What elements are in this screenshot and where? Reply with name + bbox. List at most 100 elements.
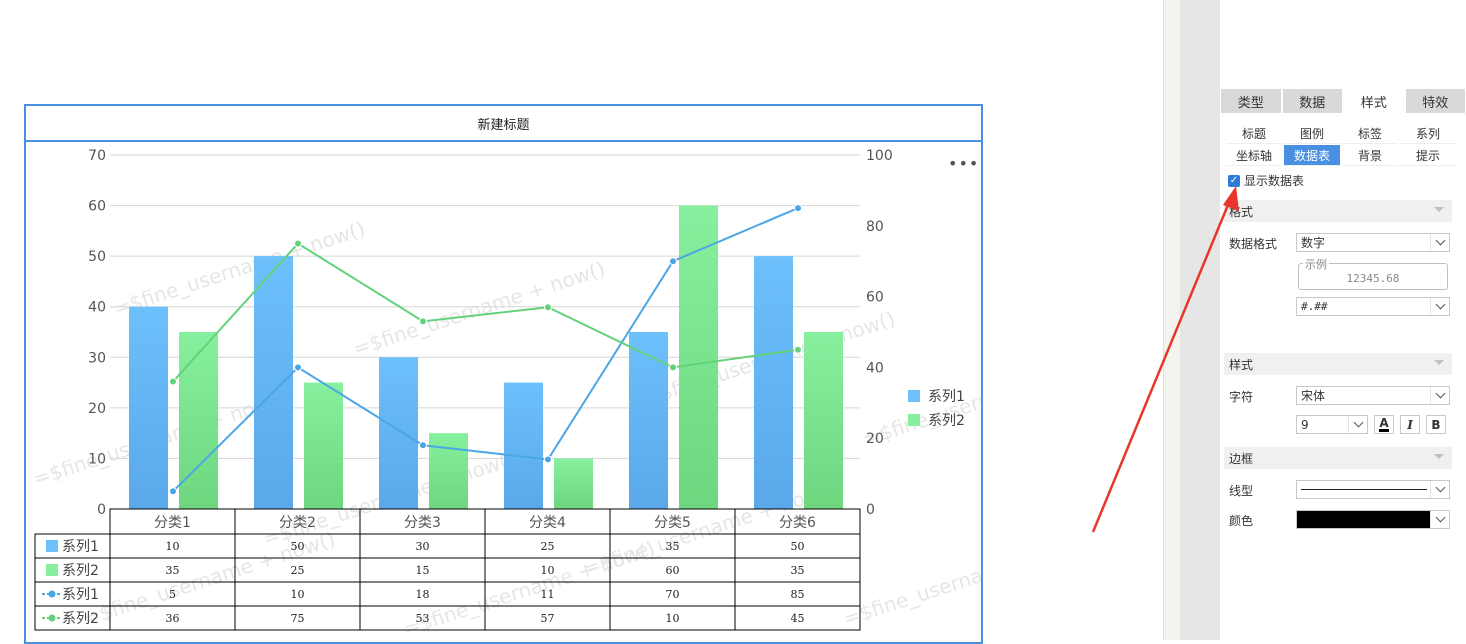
subtab-tooltip[interactable]: 提示 — [1400, 145, 1456, 166]
table-legend-swatch — [46, 540, 58, 552]
collapse-caret-icon[interactable] — [1434, 207, 1444, 212]
subtab-title[interactable]: 标题 — [1226, 123, 1282, 144]
table-series-name: 系列1 — [62, 539, 99, 555]
table-legend-dot — [48, 614, 56, 622]
table-cell-value: 10 — [166, 540, 180, 553]
y-left-tick-label: 50 — [88, 249, 106, 265]
section-format-label: 格式 — [1229, 204, 1254, 219]
chevron-down-icon[interactable] — [1430, 481, 1449, 498]
table-cell-value: 45 — [791, 612, 805, 625]
show-datatable-option[interactable]: ✓ 显示数据表 — [1228, 172, 1304, 189]
italic-button[interactable]: I — [1400, 415, 1420, 434]
section-style[interactable]: 样式 — [1224, 353, 1452, 375]
tab-type[interactable]: 类型 — [1221, 89, 1281, 113]
color-label: 颜色 — [1229, 514, 1254, 528]
chevron-down-icon[interactable] — [1348, 416, 1367, 433]
y-right-tick-label: 0 — [866, 502, 875, 518]
subtab-labels[interactable]: 标签 — [1342, 123, 1398, 144]
show-datatable-checkbox[interactable]: ✓ — [1228, 174, 1240, 187]
subtab-datatable[interactable]: 数据表 — [1284, 145, 1340, 166]
data-format-select[interactable]: 数字 — [1296, 233, 1450, 252]
category-label: 分类4 — [529, 515, 566, 531]
bar-1 — [754, 256, 793, 509]
tab-data[interactable]: 数据 — [1282, 89, 1342, 113]
line-point-2 — [669, 363, 677, 372]
y-left-tick-label: 40 — [88, 300, 106, 316]
table-cell-value: 5 — [169, 588, 176, 601]
legend-label-2: 系列2 — [928, 413, 965, 429]
subtab-background[interactable]: 背景 — [1342, 145, 1398, 166]
watermark-text: =$fine_username + now() — [840, 527, 981, 631]
table-cell-value: 10 — [541, 564, 555, 577]
show-datatable-label: 显示数据表 — [1244, 174, 1305, 188]
subtab-legend[interactable]: 图例 — [1284, 123, 1340, 144]
table-cell-value: 36 — [166, 612, 180, 625]
y-right-tick-label: 60 — [866, 290, 884, 306]
data-format-value: 数字 — [1301, 236, 1326, 250]
table-cell-value: 10 — [291, 588, 305, 601]
font-label: 字符 — [1229, 390, 1254, 404]
bar-2 — [304, 382, 343, 509]
table-cell-value: 18 — [416, 588, 430, 601]
subtab-axis[interactable]: 坐标轴 — [1226, 145, 1282, 166]
font-family-select[interactable]: 宋体 — [1296, 386, 1450, 405]
font-size-value: 9 — [1301, 417, 1309, 432]
table-cell-value: 10 — [666, 612, 680, 625]
font-color-button[interactable]: A — [1374, 415, 1394, 434]
chevron-down-icon[interactable] — [1430, 298, 1449, 315]
watermark-text: =$fine_username + now() — [350, 257, 608, 361]
watermark-text: =$fine_username + now() — [400, 537, 658, 641]
y-right-tick-label: 40 — [866, 360, 884, 376]
format-pattern-select[interactable]: #.## — [1296, 297, 1450, 316]
property-panel: 类型 数据 样式 特效 标题 图例 标签 系列 坐标轴 数据表 背景 提示 ✓ … — [1220, 0, 1466, 640]
section-border[interactable]: 边框 — [1224, 447, 1452, 469]
font-size-select[interactable]: 9 — [1296, 415, 1368, 434]
style-subtabs: 标题 图例 标签 系列 坐标轴 数据表 背景 提示 — [1226, 123, 1458, 166]
section-style-label: 样式 — [1229, 357, 1254, 372]
bar-1 — [629, 332, 668, 509]
y-left-tick-label: 70 — [88, 148, 106, 164]
section-border-label: 边框 — [1229, 451, 1254, 466]
y-left-tick-label: 20 — [88, 401, 106, 417]
chevron-down-icon[interactable] — [1430, 511, 1449, 528]
chart-title[interactable]: 新建标题 — [26, 106, 981, 142]
bar-2 — [429, 433, 468, 509]
table-cell-value: 35 — [666, 540, 680, 553]
table-cell-value: 70 — [666, 588, 680, 601]
collapse-caret-icon[interactable] — [1434, 360, 1444, 365]
watermark-text: =$fine_username + now() — [110, 217, 368, 321]
chart-frame[interactable]: 新建标题 =$fine_username + now() =$fine_usern… — [24, 104, 983, 644]
chart-plot: =$fine_username + now()=$fine_username +… — [30, 148, 981, 641]
subtab-series[interactable]: 系列 — [1400, 123, 1456, 144]
bar-1 — [129, 306, 168, 509]
tab-effects[interactable]: 特效 — [1405, 89, 1465, 113]
table-cell-value: 50 — [791, 540, 805, 553]
table-cell-value: 30 — [416, 540, 430, 553]
table-legend-dot — [48, 590, 56, 598]
example-legend: 示例 — [1303, 256, 1329, 272]
more-options-button[interactable]: ••• — [948, 154, 980, 173]
bar-2 — [179, 332, 218, 509]
table-cell-value: 35 — [166, 564, 180, 577]
data-format-label: 数据格式 — [1229, 237, 1278, 251]
collapse-caret-icon[interactable] — [1434, 454, 1444, 459]
table-cell-value: 25 — [541, 540, 555, 553]
table-legend-swatch — [46, 564, 58, 576]
border-color-select[interactable] — [1296, 510, 1450, 529]
category-label: 分类3 — [404, 515, 441, 531]
line-type-select[interactable] — [1296, 480, 1450, 499]
table-cell — [734, 605, 861, 631]
line-point-2 — [419, 317, 427, 326]
chevron-down-icon[interactable] — [1430, 234, 1449, 251]
bar-1 — [504, 382, 543, 509]
bar-1 — [379, 357, 418, 509]
y-right-tick-label: 100 — [866, 148, 893, 164]
table-series-name: 系列2 — [62, 563, 99, 579]
chevron-down-icon[interactable] — [1430, 387, 1449, 404]
table-cell-value: 35 — [791, 564, 805, 577]
section-format[interactable]: 格式 — [1224, 200, 1452, 222]
tab-style[interactable]: 样式 — [1344, 89, 1404, 113]
bold-button[interactable]: B — [1426, 415, 1446, 434]
line-point-2 — [794, 345, 802, 354]
category-label: 分类5 — [654, 515, 691, 531]
